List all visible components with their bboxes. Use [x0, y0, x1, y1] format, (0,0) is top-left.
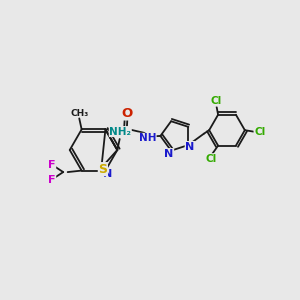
Text: CH₃: CH₃	[70, 109, 89, 118]
Text: S: S	[98, 163, 107, 176]
Text: Cl: Cl	[211, 96, 222, 106]
Text: Cl: Cl	[254, 127, 265, 137]
Text: NH: NH	[139, 133, 156, 143]
Text: O: O	[122, 107, 133, 120]
Text: N: N	[185, 142, 194, 152]
Text: N: N	[164, 148, 174, 159]
Text: F: F	[48, 160, 56, 170]
Text: Cl: Cl	[205, 154, 216, 164]
Text: F: F	[48, 175, 56, 184]
Text: N: N	[103, 169, 112, 179]
Text: NH₂: NH₂	[109, 127, 131, 136]
